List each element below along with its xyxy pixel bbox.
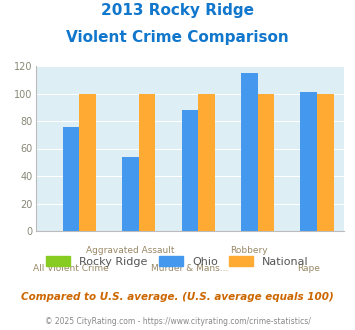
Text: 2013 Rocky Ridge: 2013 Rocky Ridge xyxy=(101,3,254,18)
Text: © 2025 CityRating.com - https://www.cityrating.com/crime-statistics/: © 2025 CityRating.com - https://www.city… xyxy=(45,317,310,326)
Bar xyxy=(300,92,317,231)
Bar xyxy=(122,157,139,231)
Bar xyxy=(198,93,215,231)
Bar xyxy=(241,73,258,231)
Bar xyxy=(258,93,274,231)
Text: Murder & Mans...: Murder & Mans... xyxy=(151,264,229,273)
Text: All Violent Crime: All Violent Crime xyxy=(33,264,109,273)
Bar xyxy=(317,93,334,231)
Bar xyxy=(182,110,198,231)
Text: Violent Crime Comparison: Violent Crime Comparison xyxy=(66,30,289,45)
Text: Compared to U.S. average. (U.S. average equals 100): Compared to U.S. average. (U.S. average … xyxy=(21,292,334,302)
Text: Aggravated Assault: Aggravated Assault xyxy=(86,246,175,255)
Text: Rape: Rape xyxy=(297,264,320,273)
Bar xyxy=(63,126,80,231)
Legend: Rocky Ridge, Ohio, National: Rocky Ridge, Ohio, National xyxy=(43,252,312,270)
Bar xyxy=(139,93,155,231)
Text: Robbery: Robbery xyxy=(230,246,268,255)
Bar xyxy=(80,93,96,231)
